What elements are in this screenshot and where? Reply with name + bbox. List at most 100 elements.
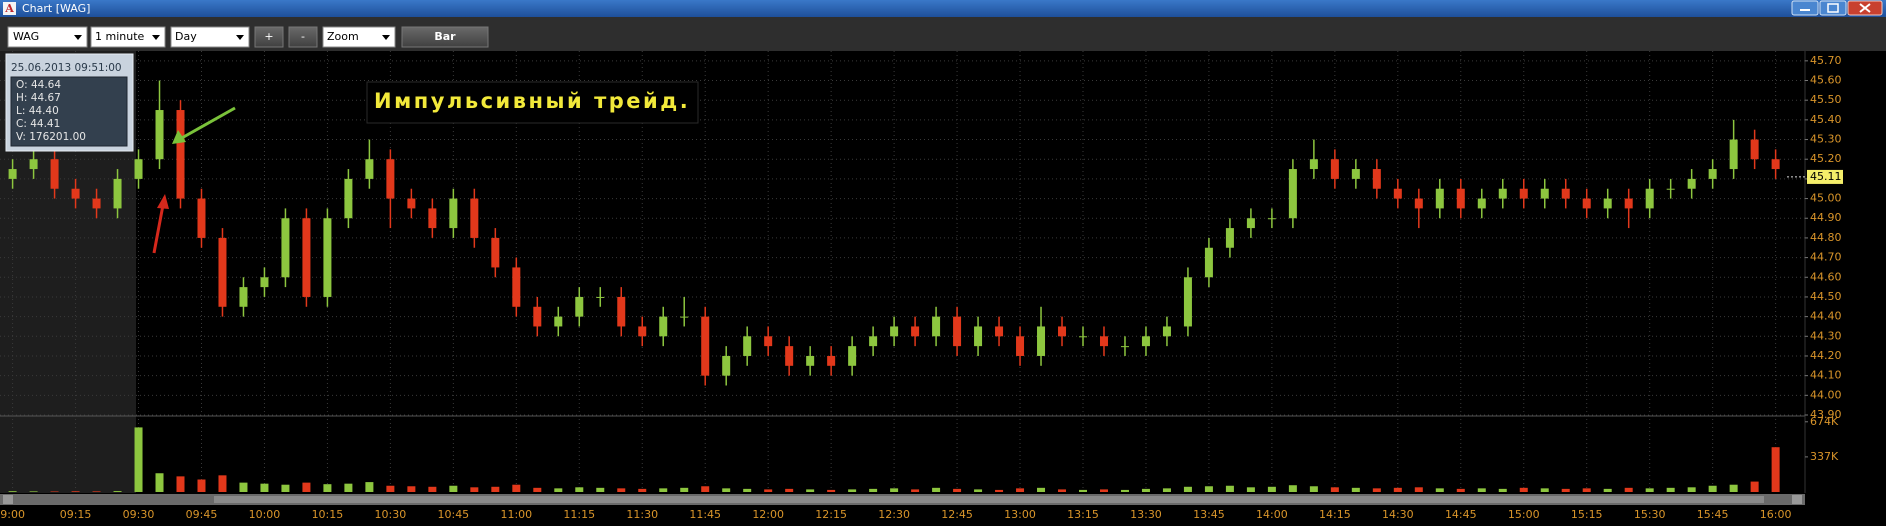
volume-bar [995,489,1004,492]
x-tick-label: 16:00 [1760,508,1792,521]
candle-body [1729,139,1738,170]
candle-body [1330,159,1339,179]
candle-body [1162,326,1171,337]
volume-bar [1099,489,1108,492]
maximize-button[interactable] [1819,0,1847,16]
candle-body [638,326,647,337]
chart-style-label: Bar [434,30,456,43]
title-bar [0,0,1886,17]
candle-body [848,346,857,366]
candle-body [344,178,353,219]
scroll-left[interactable] [3,495,13,504]
volume-bar [743,488,752,492]
volume-bar [1603,488,1612,492]
candle-body [932,316,941,337]
volume-bar [1624,487,1633,492]
candle-body [8,169,17,179]
volume-bar [113,491,122,492]
zoom-in-label: + [264,30,273,43]
volume-bar [1141,488,1150,492]
volume-bar [1771,447,1780,492]
x-tick-label: 13:15 [1067,508,1099,521]
x-tick-label: 10:30 [375,508,407,521]
volume-bar [1729,484,1738,492]
volume-bar [1037,487,1046,492]
volume-bar [407,486,416,492]
zoom-out-button[interactable] [288,26,318,48]
volume-bar [1204,486,1213,492]
candle-body [1016,336,1025,356]
x-tick-label: 15:00 [1508,508,1540,521]
candle-body [449,198,458,229]
volume-bar [323,484,332,492]
candle-body [281,218,290,278]
candle-body [1750,139,1759,160]
volume-bar [155,473,164,492]
volume-bar [1477,488,1486,492]
y-tick-label: 44.20 [1810,349,1842,362]
x-tick-label: 12:15 [815,508,847,521]
dropdown-arrow [152,35,160,40]
zoom-select-box[interactable] [322,26,396,48]
zoom-in-button[interactable] [254,26,284,48]
candle-body [1225,228,1234,248]
candle-body [1141,336,1150,347]
volume-bar [1393,487,1402,492]
range-select-text: Day [175,30,197,43]
y-tick-label: 44.30 [1810,329,1842,342]
range-select-box[interactable] [170,26,250,48]
candle-body [428,208,437,229]
minimize-button[interactable] [1791,0,1819,16]
candle-body [995,326,1004,337]
volume-bar [92,491,101,492]
y-tick-label: 44.90 [1810,211,1842,224]
candle-body [29,159,38,170]
candle-body [1771,159,1780,170]
interval-select[interactable]: 1 minute [90,26,166,48]
symbol-select[interactable]: WAG [7,26,88,48]
info-line: L: 44.40 [16,105,59,117]
range-select[interactable]: Day [170,26,250,48]
candle-body [1267,218,1276,220]
volume-bar [1351,487,1360,492]
volume-bar [1079,489,1087,492]
volume-bar [806,489,815,492]
symbol-select-box[interactable] [7,26,88,48]
volume-bar [1330,487,1339,492]
volume-bar [533,487,542,492]
volume-bar [638,488,647,492]
annotation: Импульсивный трейд. [374,89,690,113]
volume-bar [176,476,185,492]
candle-body [155,110,164,160]
info-values: O: 44.64H: 44.67L: 44.40C: 44.41V: 17620… [16,79,86,143]
volume-bar [1645,488,1654,492]
candle-body [176,110,185,199]
candle-body [911,326,920,337]
candle-body [407,198,416,209]
volume-bar [281,484,290,492]
candle-body [239,287,248,307]
interval-select-box[interactable] [90,26,166,48]
volume-bar [1666,487,1675,492]
scroll-thumb[interactable] [214,496,1764,503]
x-tick-label: 12:30 [878,508,910,521]
volume-bar [1540,488,1549,492]
scroll-right[interactable] [1792,495,1802,504]
candle-body [491,237,500,268]
zoom-select[interactable]: Zoom [322,26,396,48]
chart-style-button[interactable] [401,26,489,48]
candle-body [1120,346,1129,348]
candle-body [1058,326,1067,337]
y-tick-label: 45.20 [1810,152,1842,165]
candle-body [1540,188,1549,199]
volume-bar [827,489,836,492]
info-line: H: 44.67 [16,92,61,104]
candle-body [1645,188,1654,209]
candle-body [1183,277,1192,327]
y-tick-label: 45.30 [1810,133,1842,146]
y-tick-label: 43.90 [1810,408,1842,421]
volume-bar [71,491,80,492]
y-tick-label: 44.10 [1810,369,1842,382]
volume-bar [470,487,479,492]
candle-body [743,336,752,356]
